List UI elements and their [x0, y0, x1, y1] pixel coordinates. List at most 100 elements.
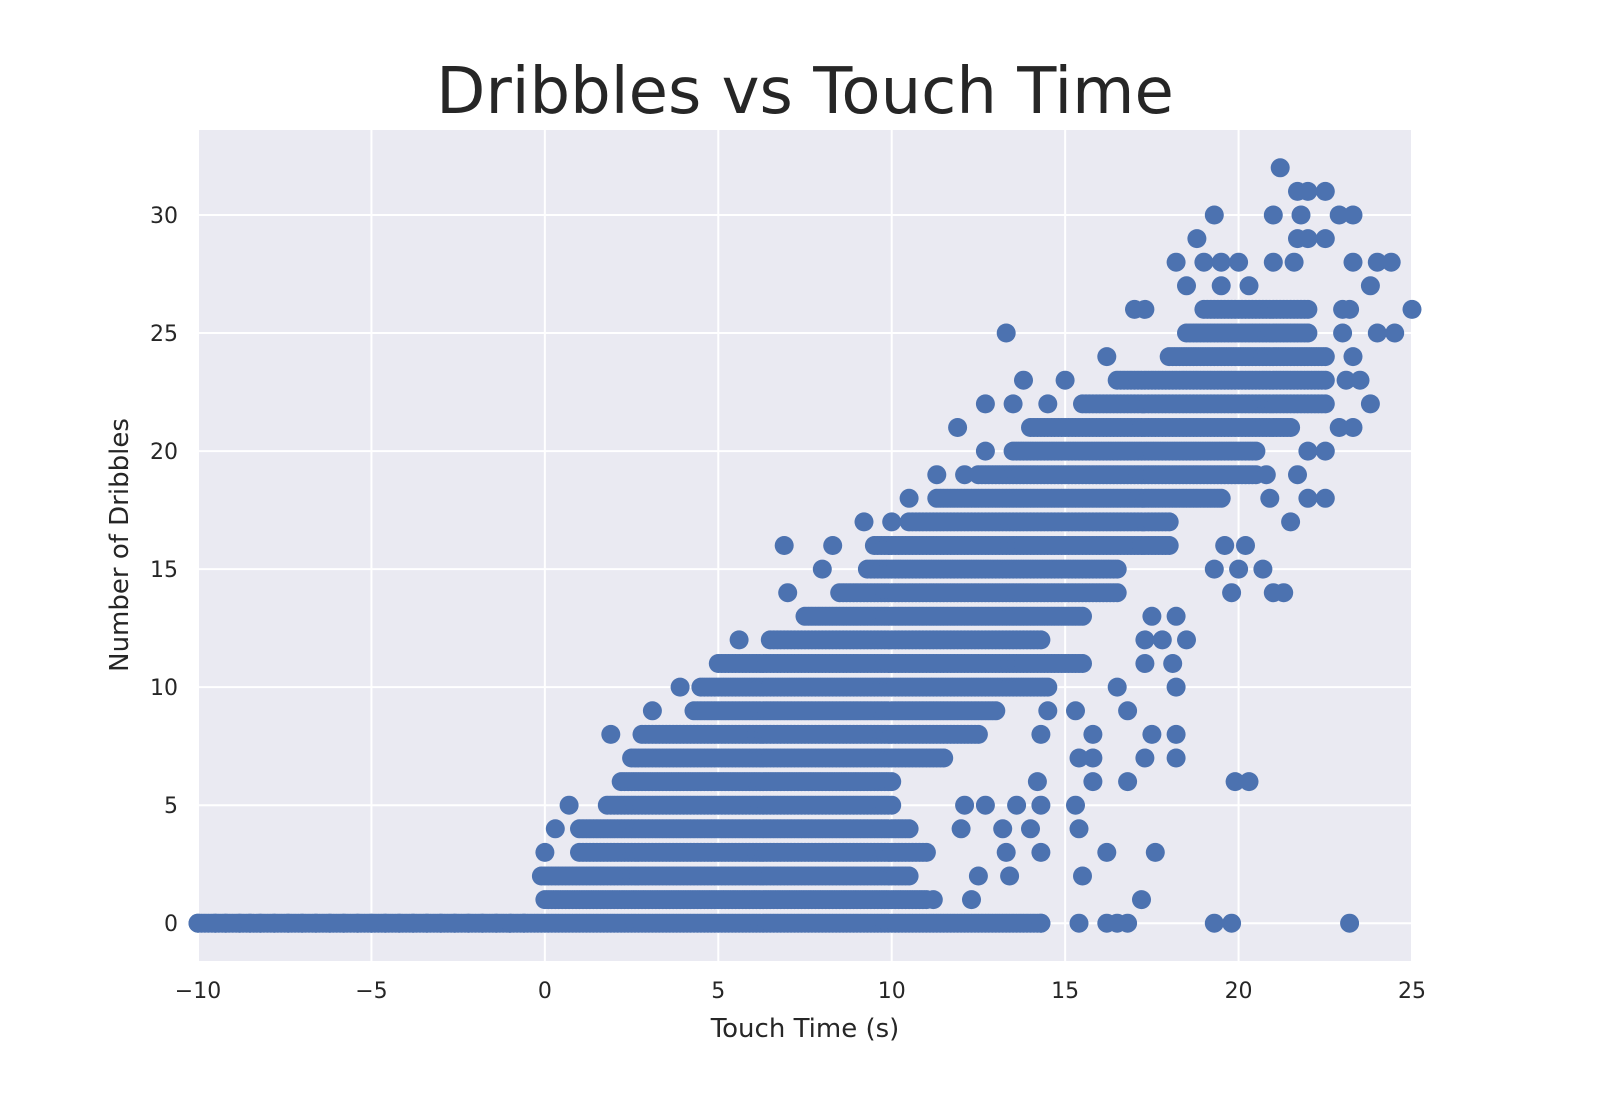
- data-point: [1360, 276, 1380, 296]
- data-point: [1288, 465, 1307, 485]
- data-point: [882, 512, 902, 532]
- data-point: [1281, 512, 1301, 532]
- data-point: [1360, 394, 1380, 414]
- x-axis-label: Touch Time (s): [710, 1014, 900, 1044]
- data-point: [1367, 323, 1387, 343]
- data-point: [264, 913, 284, 933]
- y-tick-label: 10: [150, 676, 178, 701]
- data-point: [1135, 299, 1155, 319]
- data-point: [1402, 299, 1422, 319]
- data-point: [1329, 205, 1349, 225]
- data-point: [250, 913, 270, 933]
- data-point: [854, 512, 874, 532]
- data-point: [1340, 913, 1360, 933]
- data-point: [1142, 606, 1162, 626]
- data-point: [1222, 913, 1242, 933]
- data-point: [1239, 276, 1259, 296]
- data-point: [642, 701, 662, 721]
- x-tick-label: 10: [878, 979, 906, 1004]
- data-point: [1229, 252, 1249, 272]
- data-point: [934, 748, 954, 768]
- data-point: [431, 913, 451, 933]
- data-point: [1229, 559, 1249, 579]
- data-point: [774, 536, 794, 555]
- chart-title: Dribbles vs Touch Time: [436, 55, 1174, 129]
- data-point: [1107, 559, 1127, 579]
- data-point: [1246, 441, 1266, 461]
- data-point: [993, 819, 1013, 839]
- data-point: [1007, 795, 1027, 815]
- x-tick-label: 5: [711, 979, 725, 1004]
- data-point: [1367, 252, 1387, 272]
- data-point: [1031, 630, 1051, 650]
- data-point: [1069, 819, 1089, 839]
- data-point: [1166, 252, 1186, 272]
- data-point: [1211, 252, 1231, 272]
- data-point: [1225, 772, 1245, 792]
- data-point: [1343, 205, 1363, 225]
- data-point: [1069, 913, 1089, 933]
- data-point: [1260, 488, 1280, 508]
- data-point: [278, 913, 298, 933]
- data-point: [1073, 606, 1092, 626]
- data-point: [1194, 252, 1214, 272]
- data-point: [1256, 465, 1276, 485]
- data-point: [1118, 701, 1138, 721]
- data-point: [535, 842, 555, 862]
- data-point: [545, 819, 565, 839]
- data-point: [923, 890, 943, 910]
- data-point: [1159, 512, 1179, 532]
- data-point: [1340, 299, 1360, 319]
- data-point: [899, 488, 919, 508]
- data-point: [1350, 370, 1370, 390]
- data-point: [1315, 488, 1335, 508]
- data-point: [1135, 654, 1155, 673]
- data-point: [1177, 630, 1196, 650]
- data-point: [1107, 677, 1127, 697]
- data-point: [1118, 913, 1138, 933]
- data-point: [1118, 772, 1138, 792]
- y-tick-labels: 0 5 10 15 20 25 30: [150, 204, 178, 937]
- data-point: [1021, 819, 1040, 839]
- data-point: [1385, 323, 1405, 343]
- data-point: [1166, 748, 1186, 768]
- data-point: [1177, 276, 1196, 296]
- y-tick-label: 20: [150, 440, 178, 465]
- data-point: [1083, 748, 1103, 768]
- data-point: [514, 913, 534, 933]
- data-point: [1083, 772, 1103, 792]
- data-point: [1066, 701, 1085, 721]
- data-point: [996, 842, 1016, 862]
- y-tick-label: 30: [150, 204, 178, 229]
- data-point: [1298, 299, 1318, 319]
- data-point: [962, 890, 981, 910]
- x-tick-label: 20: [1225, 979, 1253, 1004]
- data-point: [1253, 559, 1273, 579]
- data-point: [1166, 677, 1186, 697]
- y-tick-label: 0: [164, 912, 178, 937]
- data-point: [1343, 252, 1363, 272]
- data-point: [348, 913, 368, 933]
- x-tick-label: −10: [175, 979, 221, 1004]
- data-point: [975, 441, 995, 461]
- data-point: [559, 795, 579, 815]
- data-point: [1298, 323, 1318, 343]
- data-point: [1315, 394, 1335, 414]
- data-point: [1291, 205, 1311, 225]
- x-tick-label: 15: [1051, 979, 1079, 1004]
- data-point: [1204, 913, 1224, 933]
- data-point: [1000, 866, 1020, 886]
- data-point: [459, 913, 478, 933]
- data-point: [975, 394, 995, 414]
- data-point: [1038, 394, 1058, 414]
- data-point: [1031, 842, 1051, 862]
- x-tick-label: 0: [538, 979, 552, 1004]
- data-point: [1135, 630, 1155, 650]
- data-point: [1222, 583, 1242, 603]
- data-point: [1107, 583, 1127, 603]
- data-point: [1315, 370, 1335, 390]
- data-point: [486, 913, 506, 933]
- data-point: [823, 536, 843, 555]
- data-point: [1204, 559, 1224, 579]
